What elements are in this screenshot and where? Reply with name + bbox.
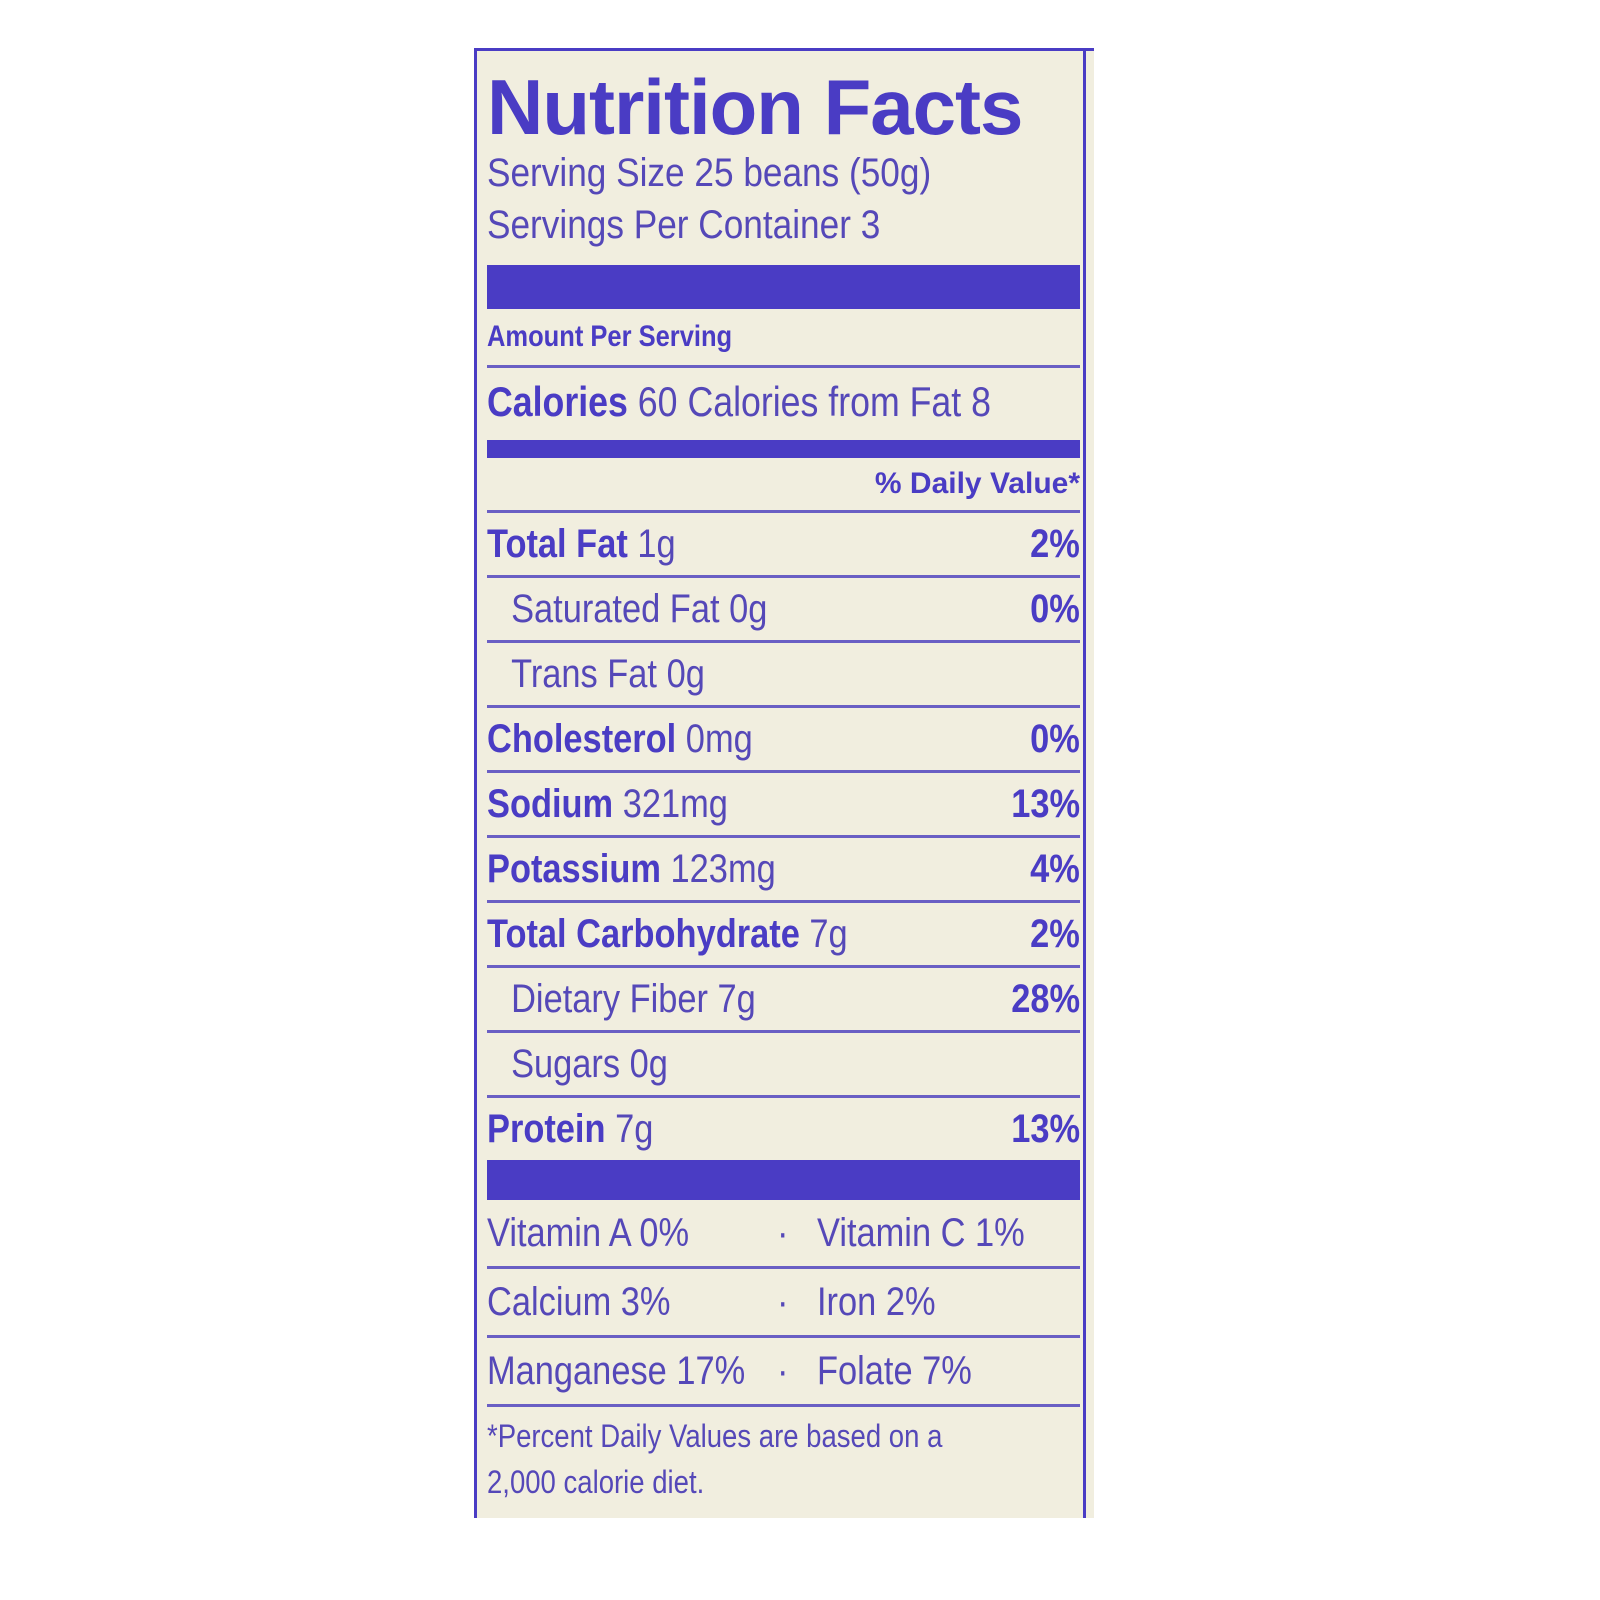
nutrient-row: Dietary Fiber 7g 28% bbox=[487, 965, 1080, 1030]
daily-value-header: % Daily Value* bbox=[874, 467, 1080, 500]
nutrient-name: Saturated Fat 0g bbox=[487, 587, 767, 632]
nutrient-percent: 28% bbox=[1011, 976, 1080, 1021]
nutrient-amount: 123mg bbox=[670, 846, 776, 891]
nutrient-percent: 2% bbox=[1030, 911, 1080, 956]
vitamin-list: Vitamin A 0% · Vitamin C 1% Calcium 3% · Iron… bbox=[487, 1200, 1080, 1407]
nutrient-name: Cholesterol 0mg bbox=[487, 717, 753, 762]
nutrient-label: Sodium bbox=[487, 781, 614, 826]
footnote-line: 2,000 calorie diet. bbox=[487, 1464, 705, 1500]
nutrient-amount: 0g bbox=[729, 586, 768, 631]
nutrient-amount: 1g bbox=[637, 521, 676, 566]
vitamin-right: Vitamin C 1% bbox=[817, 1210, 1025, 1255]
nutrient-name: Total Carbohydrate 7g bbox=[487, 912, 848, 957]
nutrient-percent: 13% bbox=[1011, 781, 1080, 826]
nutrient-amount: 0g bbox=[629, 1041, 668, 1086]
nutrient-label: Dietary Fiber bbox=[511, 976, 708, 1021]
nutrient-amount: 0mg bbox=[685, 716, 753, 761]
thick-divider bbox=[487, 265, 1080, 309]
nutrient-percent: 4% bbox=[1030, 846, 1080, 891]
nutrient-name: Sugars 0g bbox=[487, 1042, 668, 1087]
nutrient-name: Potassium 123mg bbox=[487, 847, 776, 892]
nutrient-label: Saturated Fat bbox=[511, 586, 720, 631]
nutrient-label: Total Fat bbox=[487, 521, 628, 566]
nutrient-name: Sodium 321mg bbox=[487, 782, 728, 827]
footnote-line: *Percent Daily Values are based on a bbox=[487, 1418, 943, 1454]
footnote: *Percent Daily Values are based on a 2,0… bbox=[487, 1413, 997, 1505]
nutrient-row: Cholesterol 0mg 0% bbox=[487, 705, 1080, 770]
thick-divider-bottom bbox=[487, 1160, 1080, 1200]
nutrient-amount: 321mg bbox=[622, 781, 728, 826]
amount-per-serving: Amount Per Serving bbox=[487, 320, 733, 353]
nutrient-amount: 7g bbox=[809, 911, 848, 956]
nutrient-row: Protein 7g 13% bbox=[487, 1095, 1080, 1160]
calories-label: Calories bbox=[487, 378, 628, 425]
nutrient-row: Sodium 321mg 13% bbox=[487, 770, 1080, 835]
nutrient-name: Total Fat 1g bbox=[487, 522, 676, 567]
label-title: Nutrition Facts bbox=[487, 63, 1023, 151]
nutrient-row: Potassium 123mg 4% bbox=[487, 835, 1080, 900]
divider bbox=[487, 365, 1080, 368]
vitamin-right: Iron 2% bbox=[817, 1279, 936, 1324]
medium-divider bbox=[487, 440, 1080, 458]
nutrient-percent: 2% bbox=[1030, 521, 1080, 566]
serving-size: Serving Size 25 beans (50g) bbox=[487, 151, 932, 195]
calories-line: Calories 60 Calories from Fat 8 bbox=[487, 368, 991, 436]
right-border bbox=[1083, 51, 1086, 1518]
nutrient-row: Saturated Fat 0g 0% bbox=[487, 575, 1080, 640]
nutrient-amount: 0g bbox=[666, 651, 705, 696]
separator-dot: · bbox=[777, 1279, 789, 1324]
nutrient-label: Protein bbox=[487, 1106, 606, 1151]
nutrient-label: Total Carbohydrate bbox=[487, 911, 800, 956]
vitamin-row: Vitamin A 0% · Vitamin C 1% bbox=[487, 1200, 1080, 1269]
separator-dot: · bbox=[777, 1210, 789, 1255]
calories-from-fat: Calories from Fat 8 bbox=[687, 378, 991, 425]
nutrient-label: Sugars bbox=[511, 1041, 621, 1086]
separator-dot: · bbox=[777, 1348, 789, 1393]
nutrient-label: Potassium bbox=[487, 846, 661, 891]
nutrient-percent: 0% bbox=[1030, 716, 1080, 761]
nutrient-list: Total Fat 1g 2% Saturated Fat 0g 0% Trans Fa… bbox=[487, 510, 1080, 1160]
vitamin-left: Manganese 17% bbox=[487, 1348, 746, 1393]
nutrient-row: Total Carbohydrate 7g 2% bbox=[487, 900, 1080, 965]
nutrient-amount: 7g bbox=[615, 1106, 654, 1151]
nutrient-name: Trans Fat 0g bbox=[487, 652, 705, 697]
nutrient-percent: 0% bbox=[1030, 586, 1080, 631]
nutrient-row: Trans Fat 0g bbox=[487, 640, 1080, 705]
vitamin-row: Manganese 17% · Folate 7% bbox=[487, 1338, 1080, 1407]
vitamin-right: Folate 7% bbox=[817, 1348, 972, 1393]
vitamin-row: Calcium 3% · Iron 2% bbox=[487, 1269, 1080, 1338]
nutrient-label: Trans Fat bbox=[511, 651, 657, 696]
vitamin-left: Vitamin A 0% bbox=[487, 1210, 690, 1255]
nutrient-amount: 7g bbox=[717, 976, 756, 1021]
calories-value: 60 bbox=[637, 378, 678, 425]
vitamin-left: Calcium 3% bbox=[487, 1279, 671, 1324]
nutrient-name: Protein 7g bbox=[487, 1107, 653, 1152]
nutrient-name: Dietary Fiber 7g bbox=[487, 977, 756, 1022]
nutrient-row: Sugars 0g bbox=[487, 1030, 1080, 1095]
nutrient-row: Total Fat 1g 2% bbox=[487, 510, 1080, 575]
nutrient-label: Cholesterol bbox=[487, 716, 677, 761]
servings-per-container: Servings Per Container 3 bbox=[487, 203, 881, 247]
nutrition-facts-label: Nutrition Facts Serving Size 25 beans (5… bbox=[474, 48, 1094, 1518]
nutrient-percent: 13% bbox=[1011, 1106, 1080, 1151]
